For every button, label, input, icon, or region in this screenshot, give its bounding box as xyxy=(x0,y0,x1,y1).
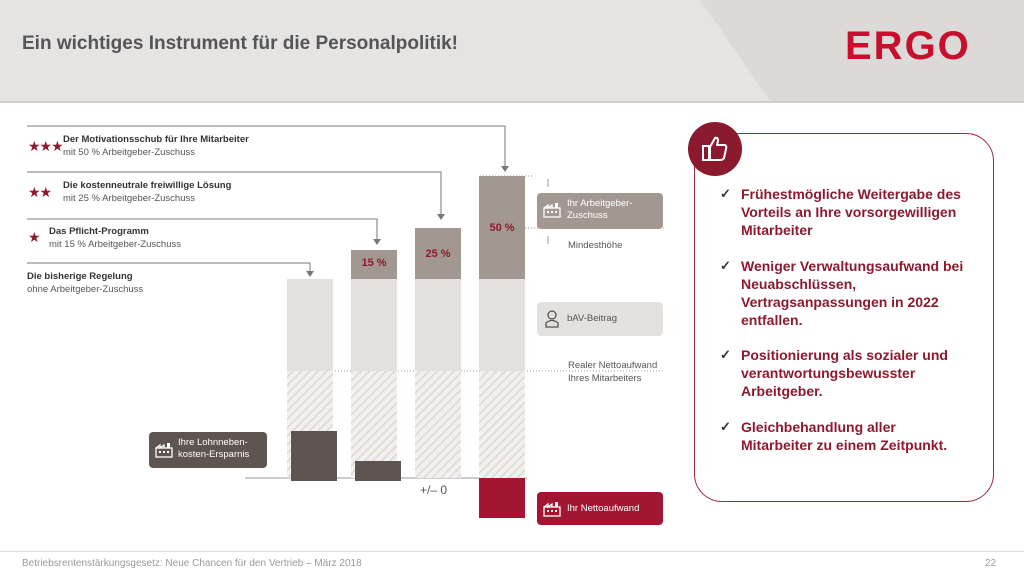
tag-lohnneben-text: Ihre Lohnneben-kosten-Ersparnis xyxy=(178,437,250,460)
tier-25-label: Die kostenneutrale freiwillige Lösung mi… xyxy=(63,179,231,205)
tier-50-title: Der Motivationsschub für Ihre Mitarbeite… xyxy=(63,134,249,145)
tier-0-sub: ohne Arbeitgeber-Zuschuss xyxy=(27,284,144,295)
zero-label: +/– 0 xyxy=(420,483,448,497)
bar-50-label: 50 % xyxy=(489,222,515,234)
tag-nettoaufwand-text: Ihr Nettoaufwand xyxy=(567,503,640,514)
tier-0-title: Die bisherige Regelung xyxy=(27,271,133,282)
tier-50-sub: mit 50 % Arbeitgeber-Zuschuss xyxy=(63,147,196,158)
tag-arbeitgeber-text: Ihr Arbeitgeber-Zuschuss xyxy=(567,198,633,221)
factory-icon xyxy=(155,443,173,458)
factory-icon xyxy=(543,502,561,517)
header-divider xyxy=(0,101,1024,103)
person-icon xyxy=(545,310,559,328)
benefit-item-4: ✓ Gleichbehandlung aller Mitarbeiter zu … xyxy=(720,418,970,454)
mindesthoehe-label: Mindesthöhe xyxy=(568,240,623,251)
bar-15-label: 15 % xyxy=(361,257,387,269)
benefit-text-1: Frühestmögliche Weitergabe des Vorteils … xyxy=(741,186,961,238)
ergo-logo: ERGO xyxy=(845,24,971,68)
bar-25-label: 25 % xyxy=(425,248,451,260)
tier-0-label: Die bisherige Regelung ohne Arbeitgeber-… xyxy=(27,270,143,296)
page-number: 22 xyxy=(985,558,997,569)
tier-50-label: Der Motivationsschub für Ihre Mitarbeite… xyxy=(63,133,249,159)
tag-arbeitgeber-zuschuss: Ihr Arbeitgeber-Zuschuss xyxy=(537,193,663,229)
benefit-text-2: Weniger Verwaltungsaufwand bei Neuabschl… xyxy=(741,258,964,328)
check-icon: ✓ xyxy=(720,419,731,434)
stars-two: ★★ xyxy=(28,184,52,200)
real-netto-label: Realer Nettoaufwand Ihres Mitarbeiters xyxy=(568,359,657,385)
check-icon: ✓ xyxy=(720,258,731,273)
tag-bav-beitrag: bAV-Beitrag xyxy=(537,302,663,336)
tier-25-sub: mit 25 % Arbeitgeber-Zuschuss xyxy=(63,193,196,204)
check-icon: ✓ xyxy=(720,186,731,201)
real-netto-line2: Ihres Mitarbeiters xyxy=(568,373,642,384)
footer-text: Betriebsrentenstärkungsgesetz: Neue Chan… xyxy=(22,558,362,569)
tier-15-label: Das Pflicht-Programm mit 15 % Arbeitgebe… xyxy=(49,225,181,251)
check-icon: ✓ xyxy=(720,347,731,362)
stars-one: ★ xyxy=(28,229,41,245)
benefit-text-4: Gleichbehandlung aller Mitarbeiter zu ei… xyxy=(741,419,948,453)
tag-bav-text: bAV-Beitrag xyxy=(567,313,617,324)
page-title: Ein wichtiges Instrument für die Persona… xyxy=(22,33,459,54)
footer-divider xyxy=(0,551,1024,552)
tag-lohnneben-ersparnis: Ihre Lohnneben-kosten-Ersparnis xyxy=(149,432,267,468)
tag-nettoaufwand: Ihr Nettoaufwand xyxy=(537,492,663,525)
benefit-text-3: Positionierung als sozialer und verantwo… xyxy=(741,347,948,399)
chart-graphics xyxy=(27,125,665,518)
benefit-item-2: ✓ Weniger Verwaltungsaufwand bei Neuabsc… xyxy=(720,257,970,329)
header-band: Ein wichtiges Instrument für die Persona… xyxy=(0,0,1024,101)
benefit-item-3: ✓ Positionierung als sozialer und verant… xyxy=(720,346,970,400)
tier-15-title: Das Pflicht-Programm xyxy=(49,226,149,237)
thumbs-up-icon xyxy=(702,136,728,161)
real-netto-line1: Realer Nettoaufwand xyxy=(568,360,658,371)
stars-three: ★★★ xyxy=(28,138,64,154)
tier-25-title: Die kostenneutrale freiwillige Lösung xyxy=(63,180,232,191)
factory-icon xyxy=(543,203,561,218)
benefits-card xyxy=(694,133,994,502)
benefit-item-1: ✓ Frühestmögliche Weitergabe des Vorteil… xyxy=(720,185,970,239)
thumbs-up-badge xyxy=(688,122,742,176)
header-decor xyxy=(0,0,770,101)
tier-15-sub: mit 15 % Arbeitgeber-Zuschuss xyxy=(49,239,182,250)
